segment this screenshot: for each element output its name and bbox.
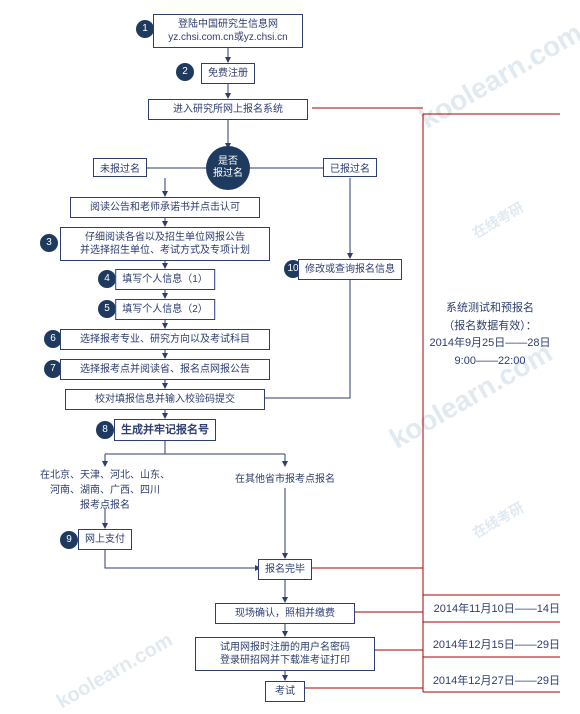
date-confirm: 2014年11月10日——14日 [400, 600, 560, 616]
node-select-site: 选择报考点并阅读省、报名点网报公告 [60, 359, 270, 380]
step-badge-4: 4 [98, 270, 116, 288]
node-print-ticket: 试用网报时注册的用户名密码 登录研招网并下载准考证打印 [195, 637, 375, 671]
label-branch-cities: 在北京、天津、河北、山东、 河南、湖南、广西、四川 报考点报名 [30, 466, 180, 511]
node-login: 登陆中国研究生信息网 yz.chsi.com.cn或yz.chsi.cn [153, 14, 303, 48]
node-exam: 考试 [265, 681, 305, 702]
node-fill-info-1: 填写个人信息（1） [115, 269, 215, 290]
node-enter-system: 进入研究所网上报名系统 [148, 99, 308, 120]
side-preregistration-info: 系统测试和预报名 （报名数据有效）： 2014年9月25日——28日 9:00—… [420, 300, 560, 370]
node-registration-done: 报名完毕 [258, 559, 312, 580]
step-badge-3: 3 [40, 234, 58, 252]
date-print: 2014年12月15日——29日 [400, 636, 560, 652]
node-generate-number: 生成并牢记报名号 [114, 419, 216, 441]
step-badge-9: 9 [60, 531, 78, 549]
node-verify: 校对填报信息并输入校验码提交 [65, 389, 265, 410]
watermark-cn: 在线考研 [469, 197, 527, 242]
label-registered: 已报过名 [323, 158, 377, 177]
step-badge-1: 1 [136, 20, 154, 38]
watermark: koolearn.com [53, 629, 177, 714]
node-fill-info-2: 填写个人信息（2） [115, 299, 215, 320]
node-online-pay: 网上支付 [78, 529, 132, 550]
node-select-major: 选择报考专业、研究方向以及考试科目 [60, 329, 270, 350]
node-onsite-confirm: 现场确认，照相并缴费 [215, 603, 355, 624]
node-decision: 是否 报过名 [206, 146, 250, 190]
node-register: 免费注册 [201, 63, 255, 84]
step-badge-8: 8 [96, 421, 114, 439]
watermark-cn: 在线考研 [469, 497, 527, 542]
label-branch-other: 在其他省市报考点报名 [215, 470, 355, 485]
node-read-notice: 阅读公告和老师承诺书并点击认可 [70, 197, 260, 218]
step-badge-2: 2 [176, 63, 194, 81]
label-not-registered: 未报过名 [93, 158, 147, 177]
watermark: koolearn.com [414, 17, 580, 136]
step-badge-5: 5 [98, 300, 116, 318]
node-modify-query: 修改或查询报名信息 [298, 259, 402, 280]
date-exam: 2014年12月27日——29日 [400, 672, 560, 688]
node-read-bulletin: 仔细阅读各省以及招生单位网报公告 并选择招生单位、考试方式及专项计划 [60, 227, 270, 261]
